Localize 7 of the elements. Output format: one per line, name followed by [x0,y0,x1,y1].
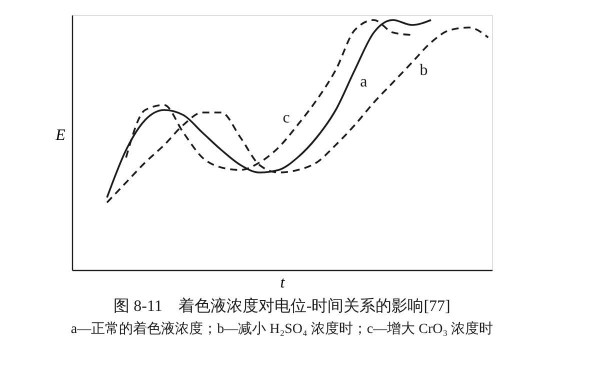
series-label: a [360,73,368,90]
text: 图 8-11 着色液浓度对电位-时间关系的影响[77] [114,297,450,315]
text: a—正常的着色液浓度；b—减小 H₂SO₄ 浓度时；c—增大 CrO₃ 浓度时 [70,321,494,337]
y-axis-title: E [54,127,66,144]
series-label: c [282,110,290,126]
series-label: b [420,62,428,79]
x-axis-title: t [280,274,286,292]
